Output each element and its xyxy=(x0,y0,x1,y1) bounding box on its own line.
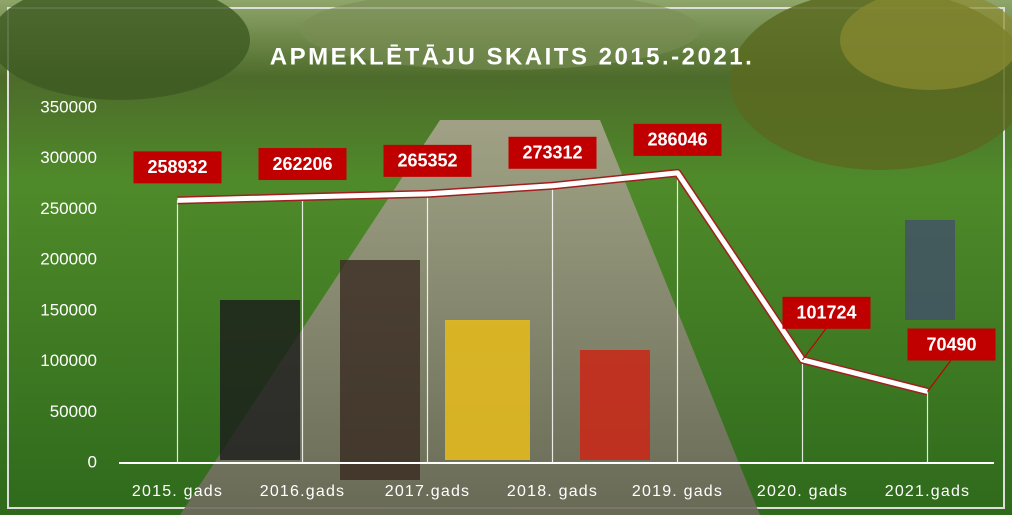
y-tick-label: 150000 xyxy=(40,300,97,319)
leader-line xyxy=(927,359,952,392)
data-label-box xyxy=(907,328,996,361)
x-tick-label: 2020. gads xyxy=(757,483,848,500)
data-label-box xyxy=(258,148,347,181)
x-tick-label: 2016.gads xyxy=(260,483,346,500)
data-label: 262206 xyxy=(272,154,332,174)
x-tick-label: 2018. gads xyxy=(507,483,598,500)
chart-title: APMEKLĒTĀJU SKAITS 2015.-2021. xyxy=(270,43,754,70)
data-label-box xyxy=(133,151,222,184)
data-label: 101724 xyxy=(796,303,856,323)
x-tick-label: 2015. gads xyxy=(132,483,223,500)
y-tick-label: 100000 xyxy=(40,351,97,370)
data-label-box xyxy=(383,144,472,177)
data-label-box xyxy=(633,123,722,156)
y-tick-label: 350000 xyxy=(40,97,97,116)
data-label: 286046 xyxy=(647,130,707,150)
y-tick-label: 300000 xyxy=(40,148,97,167)
x-tick-label: 2019. gads xyxy=(632,483,723,500)
data-label: 258932 xyxy=(147,157,207,177)
y-tick-label: 250000 xyxy=(40,199,97,218)
x-tick-label: 2017.gads xyxy=(385,483,471,500)
leader-line xyxy=(802,327,827,361)
x-tick-label: 2021.gads xyxy=(885,483,971,500)
y-tick-label: 200000 xyxy=(40,250,97,269)
data-label: 265352 xyxy=(397,151,457,171)
data-label-box xyxy=(782,296,871,329)
y-tick-label: 0 xyxy=(88,452,97,471)
data-label-box xyxy=(508,136,597,169)
data-label: 273312 xyxy=(522,143,582,163)
y-tick-label: 50000 xyxy=(50,402,97,421)
data-label: 70490 xyxy=(926,334,976,354)
